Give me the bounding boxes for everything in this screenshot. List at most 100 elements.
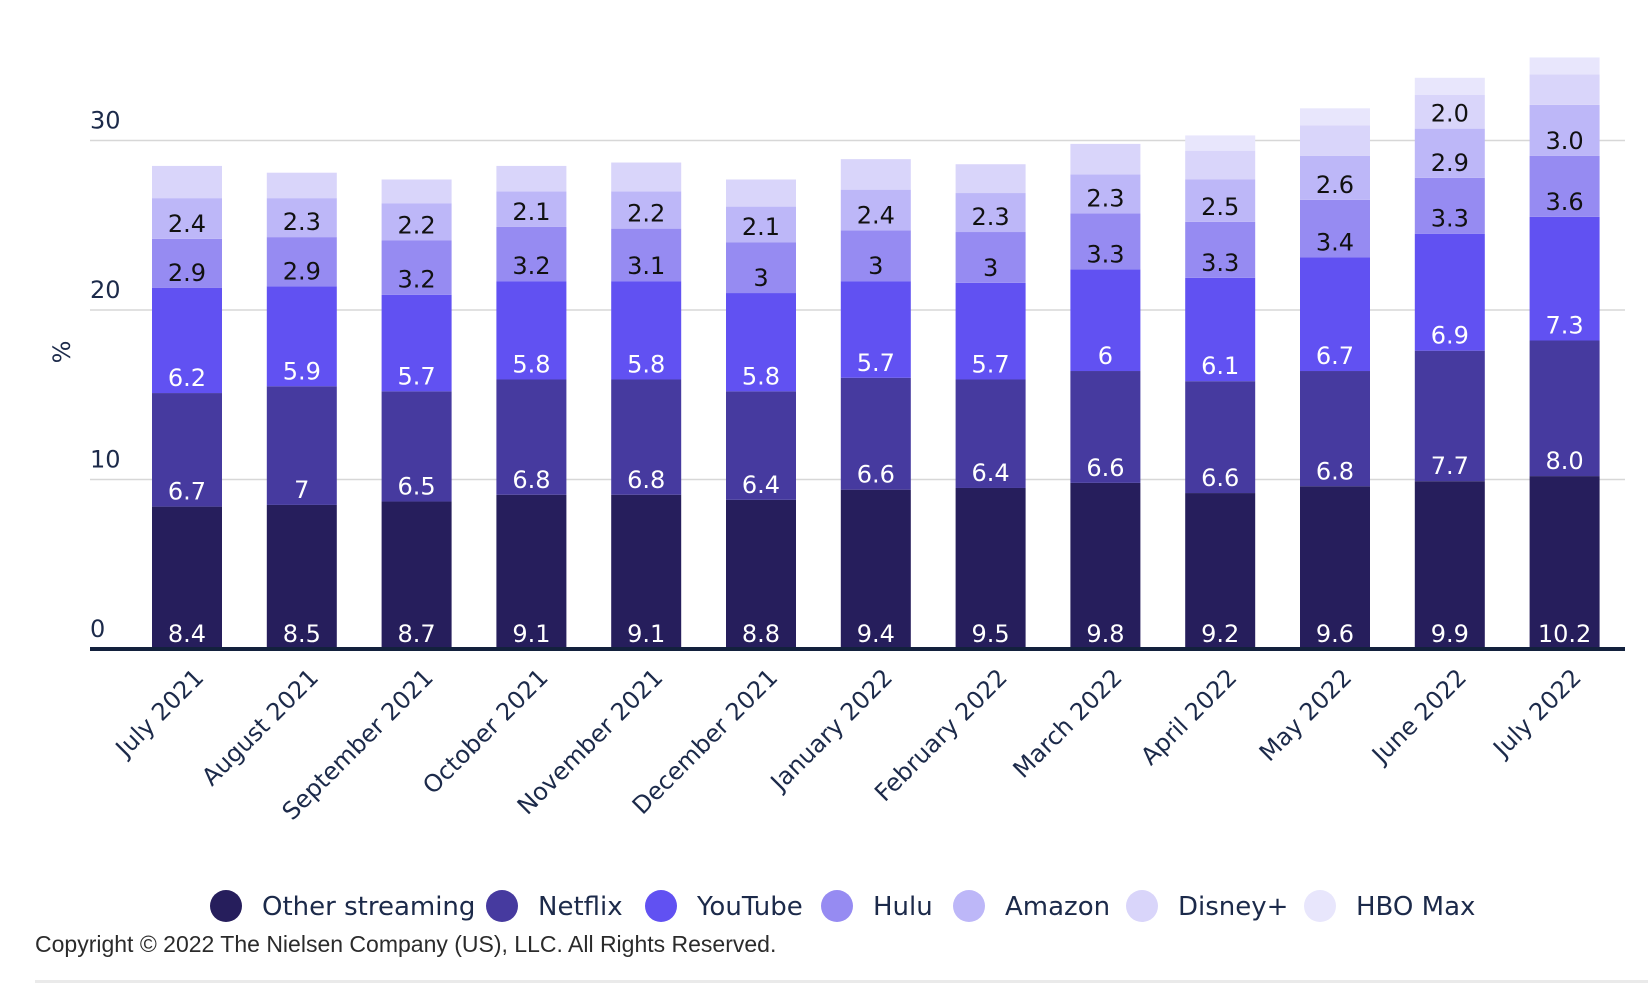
data-label-youtube: 5.7 [398,362,436,390]
data-label-youtube: 5.7 [972,350,1010,378]
data-label-hulu: 3.3 [1431,205,1469,233]
bar-segment-netflix [381,391,452,502]
data-label-netflix: 6.6 [1201,464,1239,492]
legend-swatch-hbo-max [1304,890,1336,922]
y-tick-label: 20 [90,276,121,304]
bar-segment-netflix [1414,350,1485,482]
data-label-other-streaming: 8.8 [742,620,780,648]
legend-label-other-streaming: Other streaming [262,892,475,922]
bar-segment-youtube [1529,216,1600,341]
bar-segment-youtube [496,281,567,380]
data-label-netflix: 6.8 [1316,457,1354,485]
data-label-hulu: 3.4 [1316,228,1354,256]
x-tick-label: March 2022 [1008,663,1128,783]
bar-segment-amazon [611,191,682,229]
legend-label-amazon: Amazon [1005,892,1110,922]
data-label-amazon: 2.3 [1086,184,1124,212]
data-label-youtube: 7.3 [1546,312,1584,340]
bar-segment-amazon [266,198,337,238]
data-label-hulu: 3 [868,252,883,280]
bar-segment-hbo-max [1529,57,1600,75]
data-label-youtube: 5.7 [857,349,895,377]
legend-swatch-youtube [645,890,677,922]
data-label-netflix: 8.0 [1546,447,1584,475]
data-label-hulu: 2.9 [168,259,206,287]
bar-segment-disney [152,165,222,199]
data-label-hulu: 3 [753,264,768,292]
data-label-youtube: 6.2 [168,364,206,392]
data-label-other-streaming: 10.2 [1538,620,1591,648]
bar-segment-other-streaming [1300,486,1370,649]
bar-segment-hbo-max [1300,108,1370,126]
bar-segment-disney [726,179,796,207]
data-label-youtube: 6 [1098,342,1113,370]
data-label-hulu: 3 [983,254,998,282]
data-label-netflix: 7.7 [1431,452,1469,480]
data-label-hulu: 3.6 [1546,188,1584,216]
bar-segment-youtube [1414,233,1485,351]
bar-segment-amazon [1414,128,1485,178]
bar-layer: 8.4 6.7 6.2 2.9 2.4 8.5 7 5.9 2.9 2.3 8.7 6.5 5.7 3.2… [152,57,1600,649]
data-label-youtube: 6.9 [1431,322,1469,350]
bar-segment-hulu [152,238,222,288]
bar-segment-amazon [1529,104,1600,156]
legend-label-netflix: Netflix [538,892,623,922]
bar-segment-other-streaming [955,487,1026,649]
bar-segment-youtube [152,287,222,394]
data-label-hulu: 2.9 [283,257,321,285]
data-label-netflix: 6.8 [512,466,550,494]
bar-segment-amazon [1185,179,1256,222]
data-label-hulu: 3.2 [398,266,436,294]
bar-segment-netflix [496,379,567,495]
bar-segment-hulu [1300,199,1370,258]
data-label-other-streaming: 8.4 [168,620,206,648]
data-label-netflix: 6.4 [972,459,1010,487]
bar-segment-amazon [152,198,222,239]
data-label-netflix: 6.5 [398,473,436,501]
data-label-other-streaming: 9.8 [1086,620,1124,648]
bar-segment-hulu [611,228,682,282]
bar-segment-netflix [1185,381,1256,494]
data-label-amazon: 2.1 [512,198,550,226]
bar-segment-youtube [266,286,337,387]
bar-segment-amazon [1070,174,1141,214]
bar-segment-disney [1414,94,1485,129]
data-label-other-streaming: 9.9 [1431,620,1469,648]
bar-segment-netflix [152,393,222,507]
data-label-youtube: 5.9 [283,357,321,385]
bar-segment-other-streaming [381,501,452,649]
bar-segment-other-streaming [1185,493,1256,649]
x-tick-label: June 2022 [1365,663,1472,770]
bar-segment-youtube [381,294,452,392]
data-label-disney: 2.0 [1431,100,1469,128]
x-tick-label: April 2022 [1135,663,1242,770]
bar-segment-other-streaming [266,504,337,649]
data-label-netflix: 6.4 [742,471,780,499]
x-tick-label: July 2021 [109,663,209,763]
y-tick-label: 10 [90,446,121,474]
bar-segment-youtube [1070,269,1141,372]
data-label-amazon: 2.4 [168,210,206,238]
legend-swatch-disney [1126,890,1158,922]
data-label-youtube: 6.7 [1316,342,1354,370]
data-label-other-streaming: 9.2 [1201,620,1239,648]
bar-segment-youtube [1300,257,1370,372]
bar-segment-amazon [726,206,796,243]
data-label-hulu: 3.3 [1201,249,1239,277]
bar-segment-hulu [1185,221,1256,278]
bar-segment-netflix [726,391,796,500]
bar-segment-other-streaming [611,494,682,649]
bar-segment-disney [1070,143,1141,175]
bar-segment-disney [1185,150,1256,180]
data-label-other-streaming: 9.5 [972,620,1010,648]
bar-segment-other-streaming [496,494,567,649]
bar-segment-hulu [840,230,911,282]
x-tick-label: July 2022 [1487,663,1587,763]
bar-segment-netflix [1070,371,1141,483]
bar-segment-disney [611,162,682,192]
bar-segment-hulu [496,226,567,282]
bar-segment-hulu [955,232,1026,283]
bar-segment-amazon [496,191,567,227]
bar-segment-hulu [1414,177,1485,234]
bar-segment-netflix [266,386,337,505]
